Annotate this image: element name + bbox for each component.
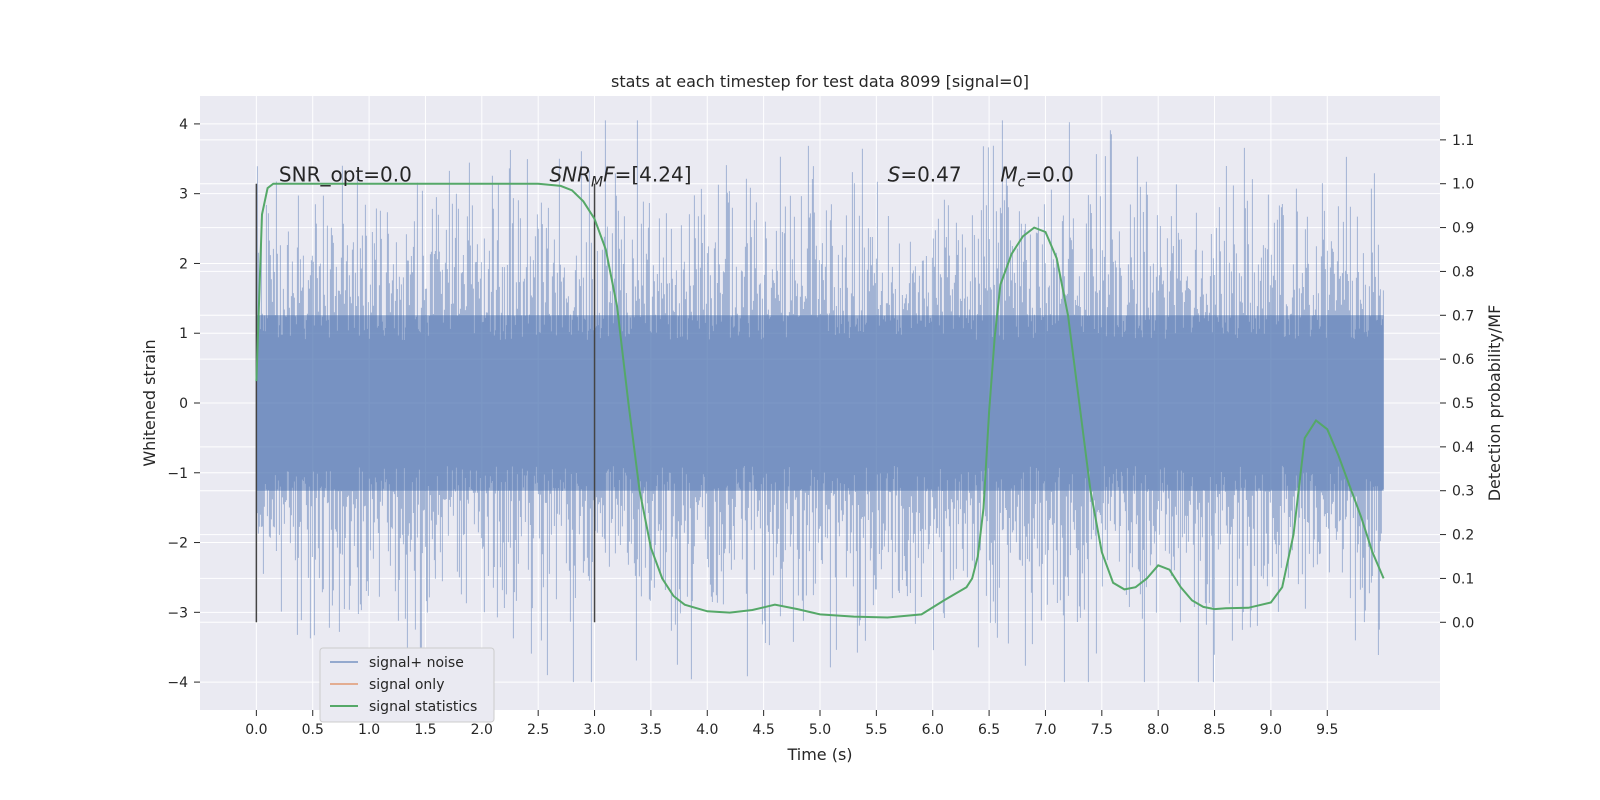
y-right-tick-label: 0.3 xyxy=(1452,484,1474,500)
annotations: SNR_opt=0.0 SNRMF=[4.24] S=0.47 Mc=0.0 xyxy=(279,163,1074,191)
y-right-tick-label: 0.6 xyxy=(1452,352,1474,368)
x-tick-label: 5.5 xyxy=(865,722,887,738)
annotation-italic: M xyxy=(1000,163,1017,187)
annotation-snr_mf: SNRMF=[4.24] xyxy=(549,163,691,191)
x-tick-label: 4.0 xyxy=(696,722,718,738)
y-right-tick-label: 0.4 xyxy=(1452,440,1474,456)
strain-series xyxy=(255,120,1384,683)
chart-title: stats at each timestep for test data 809… xyxy=(611,72,1029,91)
x-tick-label: 0.5 xyxy=(302,722,324,738)
annotation-mc: Mc=0.0 xyxy=(1000,163,1074,191)
y-left-tick-label: 2 xyxy=(179,256,188,272)
y-right-tick-label: 0.7 xyxy=(1452,308,1474,324)
vertical-markers xyxy=(255,183,596,623)
legend: signal+ noise signal only signal statist… xyxy=(319,647,495,723)
annotation-italic: F xyxy=(603,163,615,187)
x-tick-label: 8.0 xyxy=(1147,722,1169,738)
annotation-italic: S xyxy=(888,163,901,187)
axes: 0.0 0.5 1.0 1.5 2.0 2.5 3.0 3.5 4.0 4.5 5.0 5.5 6.0 6… xyxy=(167,117,1474,738)
y-left-tick-label: −3 xyxy=(167,605,188,621)
y-right-tick-label: 0.9 xyxy=(1452,221,1474,237)
x-tick-label: 2.5 xyxy=(527,722,549,738)
x-tick-label: 2.0 xyxy=(471,722,493,738)
x-tick-label: 7.0 xyxy=(1034,722,1056,738)
x-tick-label: 1.0 xyxy=(358,722,380,738)
y-left-tick-label: −1 xyxy=(167,466,188,482)
y-right-tick-label: 1.1 xyxy=(1452,133,1474,149)
x-tick-label: 0.0 xyxy=(245,722,267,738)
annotation-subscript: c xyxy=(1018,175,1026,191)
annotation-value: =[4.24] xyxy=(615,163,692,187)
legend-label-signal-statistics: signal statistics xyxy=(369,699,477,715)
legend-box xyxy=(319,647,495,723)
y-right-tick-label: 0.8 xyxy=(1452,264,1474,280)
x-tick-label: 4.5 xyxy=(753,722,775,738)
x-tick-label: 8.5 xyxy=(1203,722,1225,738)
y-left-tick-label: 4 xyxy=(179,117,188,133)
legend-label-signal-noise: signal+ noise xyxy=(369,655,464,671)
stats-series xyxy=(255,182,1385,619)
annotation-snr_opt: SNR_opt=0.0 xyxy=(279,163,412,187)
legend-label-signal-only: signal only xyxy=(369,677,444,693)
x-tick-label: 6.5 xyxy=(978,722,1000,738)
x-tick-label: 5.0 xyxy=(809,722,831,738)
x-tick-label: 9.0 xyxy=(1260,722,1282,738)
x-tick-label: 7.5 xyxy=(1091,722,1113,738)
annotation-italic: SNR xyxy=(549,163,591,187)
y-right-tick-label: 0.2 xyxy=(1452,528,1474,544)
x-tick-label: 6.0 xyxy=(922,722,944,738)
y-right-tick-label: 0.5 xyxy=(1452,396,1474,412)
annotation-subscript: M xyxy=(591,175,603,191)
y-right-tick-label: 0.0 xyxy=(1452,615,1474,631)
y-axis-left-title: Whitened strain xyxy=(140,339,159,466)
strain-core-band xyxy=(256,315,1384,491)
annotation-value: =0.0 xyxy=(1025,163,1074,187)
y-right-tick-label: 0.1 xyxy=(1452,571,1474,587)
x-tick-label: 9.5 xyxy=(1316,722,1338,738)
y-left-tick-label: 1 xyxy=(179,326,188,342)
x-tick-label: 1.5 xyxy=(414,722,436,738)
annotation-s: S=0.47 xyxy=(888,163,962,187)
y-right-tick-label: 1.0 xyxy=(1452,177,1474,193)
y-left-tick-label: −4 xyxy=(167,675,188,691)
y-left-tick-label: 3 xyxy=(179,187,188,203)
y-left-tick-label: −2 xyxy=(167,536,188,552)
x-axis-title: Time (s) xyxy=(786,745,852,764)
signal-statistics-line xyxy=(255,182,1385,619)
y-axis-right-title: Detection probability/MF xyxy=(1485,305,1504,502)
y-left-tick-label: 0 xyxy=(179,396,188,412)
x-tick-label: 3.0 xyxy=(583,722,605,738)
annotation-value: =0.47 xyxy=(900,163,961,187)
x-tick-label: 3.5 xyxy=(640,722,662,738)
